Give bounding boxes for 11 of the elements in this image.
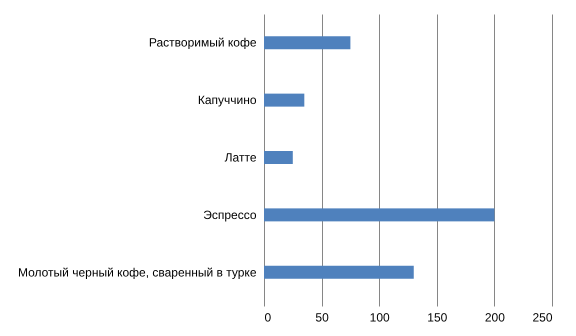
x-tick-label: 0 [264, 310, 272, 324]
y-tick-label: Капуччино [198, 93, 257, 108]
x-tick-label: 250 [532, 310, 553, 324]
y-tick-label: Молотый черный кофе, сваренный в турке [18, 265, 257, 280]
x-tick-label: 100 [370, 310, 390, 324]
x-tick-label: 150 [427, 310, 448, 324]
x-tick-label: 50 [315, 310, 330, 324]
x-tick-label: 200 [484, 310, 506, 324]
y-tick-label: Эспрессо [203, 208, 257, 222]
y-tick-label: Латте [224, 150, 257, 164]
y-tick-label: Растворимый кофе [148, 36, 257, 50]
